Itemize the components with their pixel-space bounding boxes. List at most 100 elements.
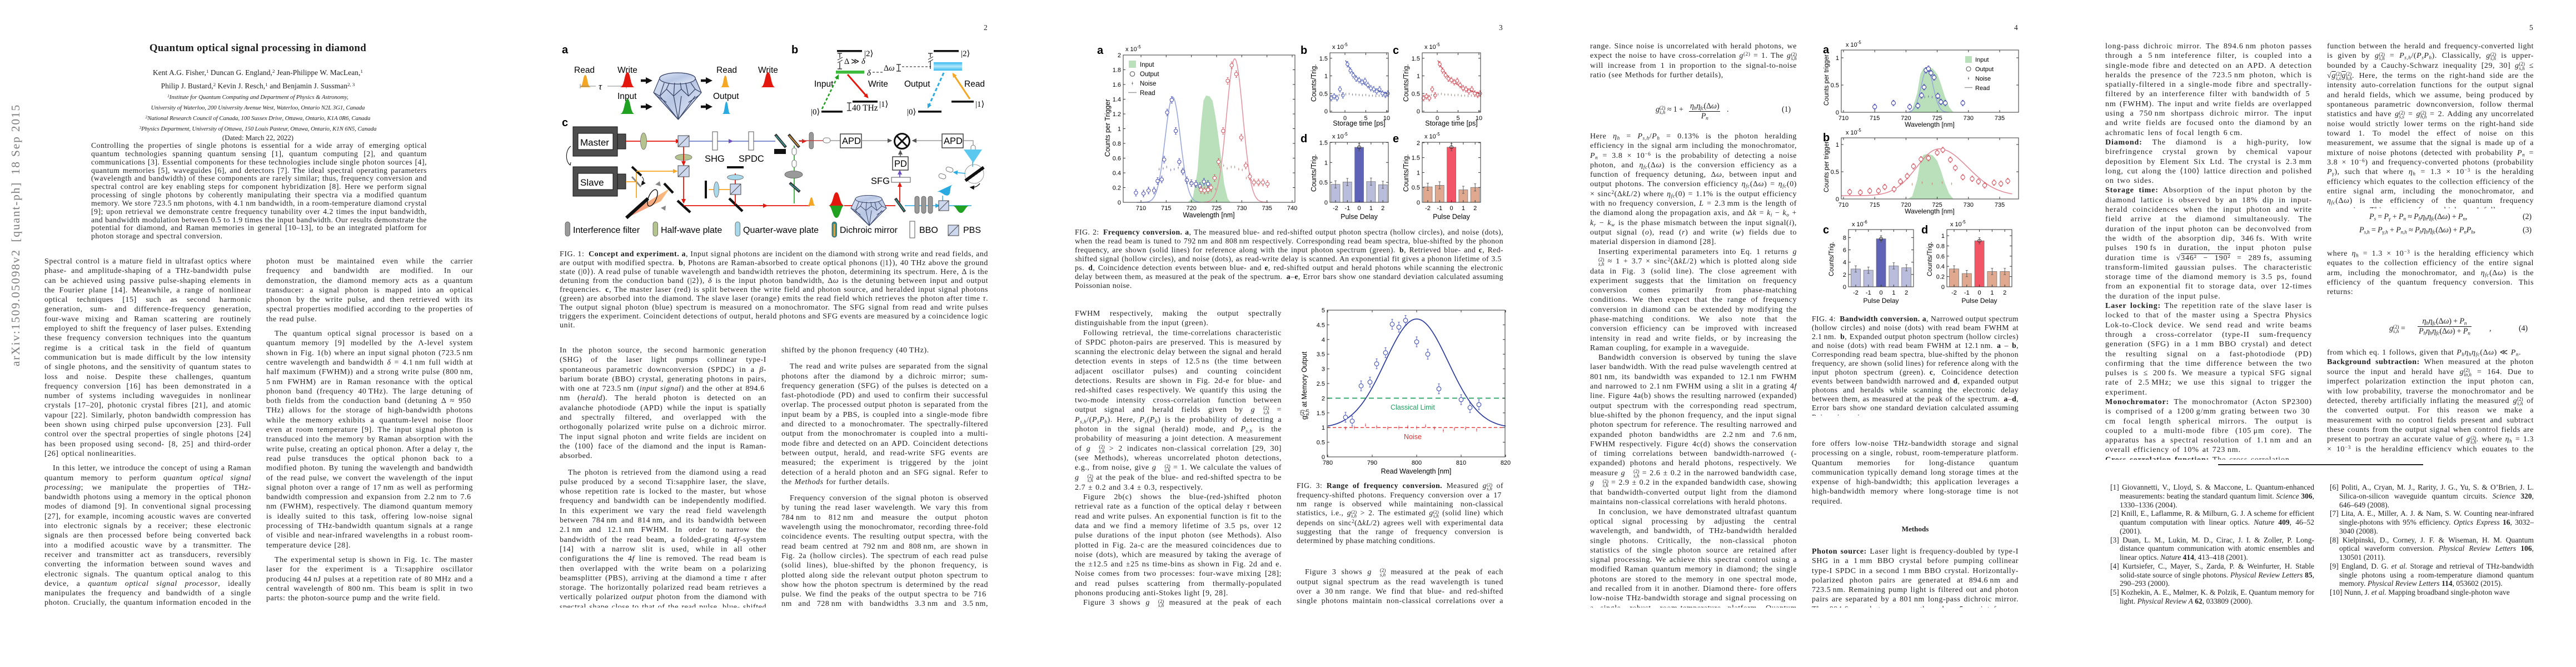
svg-text:2: 2 <box>1417 140 1420 147</box>
svg-text:x 10-5: x 10-5 <box>1332 42 1348 51</box>
svg-text:-2: -2 <box>1951 290 1957 296</box>
svg-text:1: 1 <box>1417 170 1420 176</box>
svg-text:0: 0 <box>1118 200 1121 206</box>
svg-text:0.5: 0.5 <box>1319 180 1328 186</box>
svg-text:0.4: 0.4 <box>1936 263 1945 270</box>
svg-text:2: 2 <box>1905 290 1908 296</box>
svg-text:0: 0 <box>1978 290 1981 296</box>
svg-text:0.5: 0.5 <box>1319 91 1328 97</box>
svg-text:715: 715 <box>1870 202 1880 208</box>
svg-text:0: 0 <box>1343 115 1347 122</box>
svg-text:|0⟩: |0⟩ <box>811 108 820 117</box>
svg-text:Δω: Δω <box>884 64 895 73</box>
svg-text:1.2: 1.2 <box>1113 111 1121 118</box>
svg-text:Slave: Slave <box>580 177 604 188</box>
svg-text:Dichroic mirror: Dichroic mirror <box>840 226 898 235</box>
svg-text:Read Wavelength [nm]: Read Wavelength [nm] <box>1381 467 1452 475</box>
svg-text:a: a <box>562 44 569 56</box>
svg-text:4: 4 <box>1843 260 1846 266</box>
svg-text:0: 0 <box>1836 196 1839 203</box>
svg-text:740: 740 <box>1287 205 1297 212</box>
svg-text:2: 2 <box>1473 205 1477 212</box>
svg-text:Read: Read <box>574 66 595 75</box>
svg-text:x 10-5: x 10-5 <box>1846 128 1861 136</box>
svg-text:Master: Master <box>580 137 609 148</box>
svg-text:2: 2 <box>1843 272 1846 278</box>
svg-text:710: 710 <box>1838 202 1848 208</box>
svg-text:0.5: 0.5 <box>1831 82 1839 89</box>
svg-text:1: 1 <box>1369 205 1373 212</box>
svg-text:Interference filter: Interference filter <box>573 226 640 235</box>
svg-text:715: 715 <box>1161 205 1171 212</box>
svg-text:0: 0 <box>1436 115 1439 122</box>
svg-text:Storage time [ps]: Storage time [ps] <box>1425 120 1478 127</box>
svg-text:Counts per Trigger: Counts per Trigger <box>1104 99 1112 157</box>
svg-text:10: 10 <box>1383 115 1390 122</box>
svg-text:6: 6 <box>1843 247 1846 254</box>
svg-text:x 10-6: x 10-6 <box>1852 220 1867 228</box>
svg-text:720: 720 <box>1901 115 1911 122</box>
svg-text:c: c <box>562 117 568 129</box>
svg-text:8: 8 <box>1843 235 1846 241</box>
svg-text:|0⟩: |0⟩ <box>907 108 916 117</box>
svg-text:PD: PD <box>894 159 907 169</box>
svg-text:SFG: SFG <box>871 176 890 186</box>
svg-text:0: 0 <box>1843 284 1846 291</box>
svg-text:|2⟩: |2⟩ <box>864 49 873 58</box>
svg-text:Read: Read <box>964 79 985 89</box>
svg-text:0: 0 <box>1417 108 1420 115</box>
svg-text:0: 0 <box>1836 109 1839 116</box>
svg-text:g(2)s,h at Memory Output: g(2)s,h at Memory Output <box>1299 351 1310 420</box>
svg-text:1: 1 <box>1324 160 1328 166</box>
svg-text:APD: APD <box>842 136 861 146</box>
svg-text:710: 710 <box>1838 115 1848 122</box>
svg-text:Counts/Trig.: Counts/Trig. <box>1927 242 1934 276</box>
svg-text:e: e <box>1393 133 1399 145</box>
svg-text:Write: Write <box>758 66 778 75</box>
svg-text:Output: Output <box>904 79 930 89</box>
svg-text:Noise: Noise <box>1404 433 1422 441</box>
svg-text:Read: Read <box>1975 85 1990 92</box>
svg-text:800: 800 <box>1412 460 1422 466</box>
svg-text:Quarter-wave plate: Quarter-wave plate <box>743 226 819 235</box>
svg-text:d: d <box>1921 224 1928 236</box>
svg-text:SPDC: SPDC <box>739 154 764 164</box>
svg-text:Counts/Trig.: Counts/Trig. <box>1402 64 1410 102</box>
svg-text:x 10-5: x 10-5 <box>1424 42 1440 51</box>
svg-text:a: a <box>1097 44 1104 57</box>
svg-text:0.2: 0.2 <box>1936 274 1945 281</box>
svg-text:735: 735 <box>1262 205 1272 212</box>
svg-text:Noise: Noise <box>1975 76 1991 82</box>
svg-text:τ: τ <box>599 81 602 92</box>
svg-text:x 10-5: x 10-5 <box>1125 44 1141 53</box>
svg-text:1: 1 <box>1990 290 1994 296</box>
svg-text:Counts per trigger: Counts per trigger <box>1823 141 1830 192</box>
svg-text:0.4: 0.4 <box>1113 170 1121 177</box>
svg-text:1: 1 <box>1892 290 1895 296</box>
svg-text:735: 735 <box>1995 202 2005 208</box>
svg-text:c: c <box>1823 224 1829 236</box>
svg-text:Counts/Trig.: Counts/Trig. <box>1828 242 1835 276</box>
svg-text:725: 725 <box>1932 202 1942 208</box>
svg-text:x 10-5: x 10-5 <box>1332 132 1348 140</box>
svg-text:|2⟩: |2⟩ <box>961 49 970 58</box>
svg-text:0.5: 0.5 <box>1412 91 1420 97</box>
svg-text:1.5: 1.5 <box>1319 56 1328 62</box>
svg-text:3: 3 <box>1322 366 1325 373</box>
svg-text:-1: -1 <box>1437 205 1442 212</box>
svg-text:Input: Input <box>1140 62 1154 68</box>
svg-text:3.5: 3.5 <box>1317 351 1325 358</box>
svg-text:1: 1 <box>1322 425 1325 431</box>
svg-text:0.8: 0.8 <box>1113 141 1121 147</box>
svg-text:Output: Output <box>713 92 739 101</box>
svg-text:Read: Read <box>716 66 737 75</box>
svg-text:a: a <box>1823 44 1830 56</box>
svg-text:x 10-5: x 10-5 <box>1846 40 1861 48</box>
svg-text:1: 1 <box>1118 126 1121 133</box>
svg-text:735: 735 <box>1995 115 2005 122</box>
svg-text:δ: δ <box>867 69 871 78</box>
svg-text:0.6: 0.6 <box>1936 253 1945 260</box>
svg-text:d: d <box>1301 133 1307 145</box>
svg-text:APD: APD <box>944 136 963 146</box>
svg-text:4.5: 4.5 <box>1317 322 1325 328</box>
